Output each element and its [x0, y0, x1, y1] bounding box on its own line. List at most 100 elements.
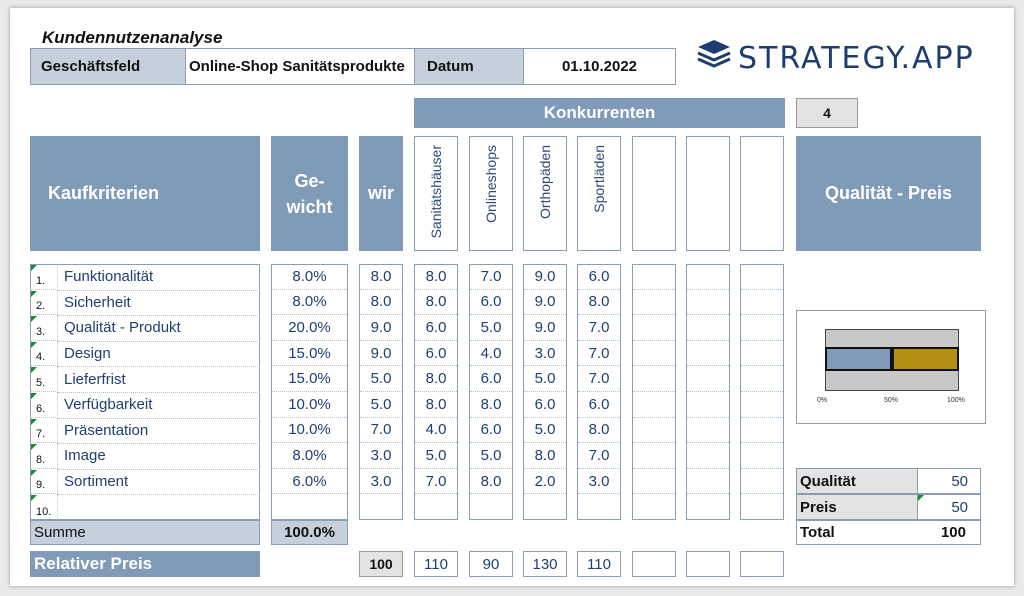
competitor-score-cell[interactable]: 8.0	[470, 469, 512, 495]
competitor-score-cell[interactable]: 5.0	[524, 366, 566, 392]
weight-cell[interactable]: 15.0%	[272, 366, 347, 392]
competitor-score-cell[interactable]	[578, 494, 620, 520]
competitor-score-cell[interactable]: 2.0	[524, 469, 566, 495]
weight-cell[interactable]: 8.0%	[272, 443, 347, 469]
relative-price-cell[interactable]: 130	[523, 551, 567, 577]
competitor-score-cell[interactable]: 7.0	[415, 469, 457, 495]
competitor-score-cell[interactable]: 7.0	[578, 341, 620, 367]
competitor-score-cell[interactable]	[687, 290, 729, 316]
us-score-cell[interactable]: 5.0	[360, 392, 402, 418]
competitor-score-cell[interactable]: 6.0	[524, 392, 566, 418]
competitor-score-cell[interactable]: 8.0	[415, 366, 457, 392]
competitor-score-cell[interactable]	[687, 341, 729, 367]
us-score-cell[interactable]: 8.0	[360, 290, 402, 316]
competitor-score-cell[interactable]	[415, 494, 457, 520]
us-score-cell[interactable]	[360, 494, 402, 520]
competitor-score-cell[interactable]: 6.0	[470, 418, 512, 444]
us-score-cell[interactable]: 9.0	[360, 341, 402, 367]
criterion-name[interactable]	[64, 494, 254, 520]
competitor-header[interactable]: Orthopäden	[523, 136, 567, 251]
competitor-score-cell[interactable]	[741, 418, 783, 444]
weight-cell[interactable]: 6.0%	[272, 469, 347, 495]
criterion-name[interactable]: Qualität - Produkt	[64, 319, 181, 337]
competitor-score-cell[interactable]	[741, 264, 783, 290]
competitor-score-cell[interactable]	[687, 494, 729, 520]
competitor-score-cell[interactable]: 9.0	[524, 264, 566, 290]
qp-value[interactable]: 50	[917, 468, 981, 494]
competitor-score-cell[interactable]	[741, 366, 783, 392]
competitor-score-cell[interactable]	[470, 494, 512, 520]
competitor-score-cell[interactable]	[687, 443, 729, 469]
competitor-score-cell[interactable]: 9.0	[524, 315, 566, 341]
competitor-score-cell[interactable]: 7.0	[578, 366, 620, 392]
competitor-score-cell[interactable]	[633, 469, 675, 495]
competitor-score-cell[interactable]: 4.0	[470, 341, 512, 367]
us-score-cell[interactable]: 8.0	[360, 264, 402, 290]
competitor-score-cell[interactable]: 6.0	[415, 315, 457, 341]
relative-price-cell[interactable]: 110	[577, 551, 621, 577]
competitor-header[interactable]	[686, 136, 730, 251]
competitor-score-cell[interactable]: 3.0	[524, 341, 566, 367]
competitor-score-cell[interactable]	[633, 341, 675, 367]
competitor-header[interactable]	[632, 136, 676, 251]
competitor-score-cell[interactable]	[633, 494, 675, 520]
competitor-score-cell[interactable]: 8.0	[524, 443, 566, 469]
competitor-score-cell[interactable]	[741, 341, 783, 367]
competitor-score-cell[interactable]	[687, 392, 729, 418]
criterion-name[interactable]: Sicherheit	[64, 293, 131, 311]
competitor-header[interactable]: Sanitätshäuser	[414, 136, 458, 251]
competitor-score-cell[interactable]: 8.0	[578, 290, 620, 316]
weight-cell[interactable]: 15.0%	[272, 341, 347, 367]
competitor-score-cell[interactable]	[687, 469, 729, 495]
competitor-score-cell[interactable]: 8.0	[415, 392, 457, 418]
relative-price-cell[interactable]	[740, 551, 784, 577]
competitor-score-cell[interactable]	[741, 315, 783, 341]
criterion-name[interactable]: Präsentation	[64, 421, 149, 439]
competitor-score-cell[interactable]: 7.0	[578, 443, 620, 469]
competitor-score-cell[interactable]	[741, 443, 783, 469]
competitor-score-cell[interactable]	[687, 418, 729, 444]
criterion-name[interactable]: Lieferfrist	[64, 370, 126, 388]
competitor-score-cell[interactable]: 9.0	[524, 290, 566, 316]
competitor-score-cell[interactable]	[633, 315, 675, 341]
competitor-score-cell[interactable]: 8.0	[470, 392, 512, 418]
competitor-count[interactable]: 4	[796, 98, 858, 128]
date-value[interactable]: 01.10.2022	[523, 48, 676, 85]
competitor-score-cell[interactable]: 7.0	[470, 264, 512, 290]
criterion-name[interactable]: Funktionalität	[64, 268, 154, 286]
criterion-name[interactable]: Sortiment	[64, 473, 129, 491]
relative-price-cell[interactable]	[686, 551, 730, 577]
us-score-cell[interactable]: 3.0	[360, 469, 402, 495]
competitor-score-cell[interactable]	[687, 315, 729, 341]
weight-cell[interactable]: 10.0%	[272, 392, 347, 418]
competitor-score-cell[interactable]: 5.0	[524, 418, 566, 444]
competitor-header[interactable]: Onlineshops	[469, 136, 513, 251]
competitor-score-cell[interactable]: 6.0	[415, 341, 457, 367]
competitor-score-cell[interactable]: 5.0	[470, 443, 512, 469]
us-score-cell[interactable]: 9.0	[360, 315, 402, 341]
competitor-score-cell[interactable]	[687, 366, 729, 392]
weight-cell[interactable]: 8.0%	[272, 264, 347, 290]
competitor-score-cell[interactable]: 3.0	[578, 469, 620, 495]
relative-price-cell[interactable]: 110	[414, 551, 458, 577]
competitor-score-cell[interactable]	[633, 418, 675, 444]
criterion-name[interactable]: Image	[64, 447, 106, 465]
weight-cell[interactable]: 8.0%	[272, 290, 347, 316]
relative-price-cell[interactable]: 90	[469, 551, 513, 577]
competitor-score-cell[interactable]	[741, 290, 783, 316]
criterion-name[interactable]: Verfügbarkeit	[64, 396, 153, 414]
competitor-score-cell[interactable]	[633, 443, 675, 469]
competitor-score-cell[interactable]	[633, 264, 675, 290]
weight-cell[interactable]: 20.0%	[272, 315, 347, 341]
competitor-score-cell[interactable]: 6.0	[470, 366, 512, 392]
business-field-value[interactable]: Online-Shop Sanitätsprodukte	[185, 48, 415, 85]
competitor-score-cell[interactable]	[633, 290, 675, 316]
competitor-score-cell[interactable]: 5.0	[470, 315, 512, 341]
competitor-score-cell[interactable]: 7.0	[578, 315, 620, 341]
competitor-header[interactable]: Sportläden	[577, 136, 621, 251]
competitor-score-cell[interactable]: 8.0	[578, 418, 620, 444]
competitor-score-cell[interactable]: 6.0	[470, 290, 512, 316]
competitor-score-cell[interactable]: 8.0	[415, 264, 457, 290]
us-score-cell[interactable]: 3.0	[360, 443, 402, 469]
competitor-score-cell[interactable]: 8.0	[415, 290, 457, 316]
